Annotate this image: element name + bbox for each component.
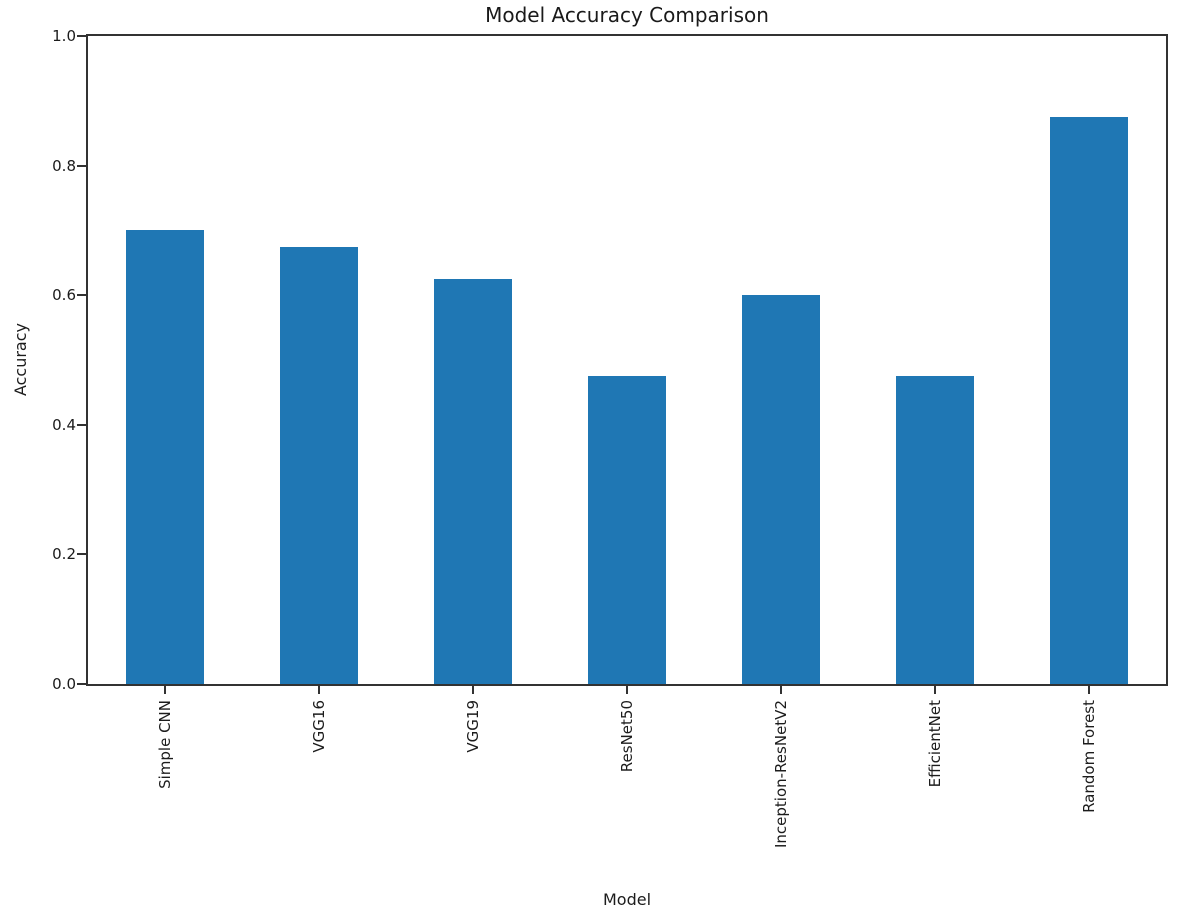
y-tick-mark [77,294,86,297]
x-axis-label: Model [602,890,652,909]
x-tick-mark [318,686,320,694]
x-tick-mark [934,686,936,694]
bar-resnet50 [588,376,666,684]
x-tick-label: VGG19 [463,700,482,753]
bar-random-forest [1050,117,1128,684]
bar-vgg16 [280,247,358,684]
y-tick-mark [77,683,86,685]
x-tick-label: EfficientNet [925,700,944,788]
bar-efficientnet [896,376,974,684]
x-tick-label: Simple CNN [155,700,174,789]
y-axis-label-strip: Accuracy [8,34,32,686]
y-tick-label: 0.2 [52,545,76,564]
y-tick-label: 0.6 [52,286,76,305]
x-tick-label: ResNet50 [617,700,636,773]
bar-inception-resnetv2 [742,295,820,684]
x-tick-label: Inception-ResNetV2 [771,700,790,849]
x-tick-label: Random Forest [1079,700,1098,813]
y-axis-label: Accuracy [10,323,30,397]
bar-vgg19 [434,279,512,684]
x-tick-mark [164,686,166,694]
y-tick-mark [77,35,86,37]
x-tick-mark [626,686,628,694]
x-tick-label: VGG16 [309,700,328,753]
bar-simple-cnn [126,230,204,684]
x-tick-mark [1088,686,1090,694]
y-tick-label: 1.0 [52,27,76,45]
y-tick-mark [77,423,86,426]
chart-title: Model Accuracy Comparison [485,3,769,27]
y-tick-label: 0.8 [52,156,76,175]
plot-area [86,34,1168,686]
x-tick-mark [472,686,474,694]
y-tick-label: 0.0 [52,675,76,693]
y-tick-label: 0.4 [52,415,76,434]
y-tick-mark [77,553,86,556]
y-tick-mark [77,164,86,167]
x-tick-mark [780,686,782,694]
